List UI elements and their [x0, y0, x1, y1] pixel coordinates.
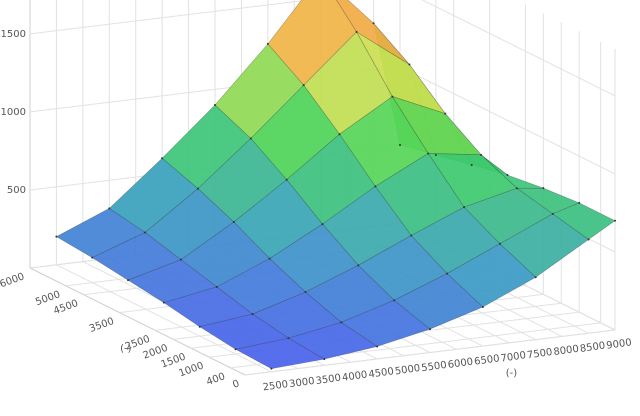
surface-vertex: [408, 63, 411, 66]
y-tick-label: 400: [205, 371, 227, 388]
surface-vertex: [551, 212, 554, 215]
surface-vertex: [285, 178, 288, 181]
surface-vertex: [427, 152, 430, 155]
x-tick-label: 4500: [368, 366, 395, 380]
y-tick-label: 6000: [0, 271, 26, 290]
surface-vertex: [410, 234, 413, 237]
surface-vertex: [266, 42, 269, 45]
surface-vertex: [162, 301, 165, 304]
surface-vertex: [214, 104, 216, 106]
surface-vertex: [374, 185, 377, 188]
surface-vertex: [429, 328, 431, 331]
x-tick-label: 6000: [447, 357, 474, 371]
surface-vertex: [161, 157, 164, 160]
x-tick-label: 3500: [315, 373, 342, 387]
surface-vertex: [215, 285, 218, 288]
surface-vertex: [515, 187, 518, 190]
y-tick-label: 0: [231, 378, 241, 391]
surface-vertex: [323, 358, 326, 361]
surface-vertex: [446, 272, 449, 275]
surface-vertex: [127, 279, 130, 282]
surface-vertex: [434, 153, 437, 156]
surface-vertex: [198, 325, 201, 328]
surface-vertex: [108, 207, 111, 210]
z-tick-label: 1500: [1, 29, 26, 40]
grid-line: [421, 0, 616, 97]
surface-vertex: [391, 95, 394, 98]
surface-vertex: [614, 219, 616, 222]
surface-vertex: [587, 238, 590, 241]
surface-vertex: [268, 257, 271, 260]
z-tick-label: 1000: [1, 107, 26, 118]
surface-vertex: [506, 174, 509, 177]
surface-vertex: [578, 201, 581, 204]
surface-vertex: [338, 133, 341, 136]
surface-vertex: [463, 206, 466, 209]
surface-vertex: [144, 231, 147, 234]
surface-vertex: [355, 30, 358, 33]
surface-vertex: [304, 291, 307, 294]
surface-vertex: [498, 242, 501, 245]
x-tick-label: 2500: [262, 379, 289, 393]
x-tick-label: 9000: [606, 337, 633, 351]
x-tick-label: 4000: [341, 369, 368, 383]
surface-patch: [267, 0, 357, 86]
surface-vertex: [470, 164, 473, 166]
x-tick-label: 7000: [500, 350, 527, 364]
surface-vertex: [196, 187, 199, 190]
grid-line: [29, 0, 313, 35]
x-tick-label: 3000: [289, 376, 316, 390]
surface-vertex: [357, 264, 360, 267]
surface-vertex: [372, 22, 375, 25]
surface-vertex: [302, 84, 305, 87]
grid-line: [244, 329, 616, 376]
x-tick-label: 8500: [579, 340, 606, 354]
x-axis-label: (-): [506, 368, 518, 379]
grid-line: [399, 66, 616, 175]
surface-vertex: [91, 256, 94, 259]
surface-vertex: [399, 143, 401, 146]
surface-vertex: [340, 321, 343, 324]
surface-vertex: [234, 348, 237, 351]
surface-vertex: [542, 187, 545, 190]
surface-vertex: [321, 223, 324, 226]
surface-vertex: [480, 153, 483, 156]
surface-vertex: [287, 337, 290, 340]
surface-vertex: [534, 276, 537, 279]
surface-vertex: [249, 137, 252, 140]
surface-vertex: [444, 112, 447, 115]
surface-vertex: [55, 235, 58, 238]
surface-vertex: [251, 313, 254, 316]
surface-vertex: [481, 306, 484, 309]
z-tick-label: 500: [7, 185, 26, 196]
x-tick-label: 6500: [474, 353, 501, 367]
y-tick-label: 3500: [88, 316, 116, 335]
x-tick-label: 7500: [526, 347, 553, 361]
y-axis-label: (-): [120, 344, 132, 355]
x-tick-label: 8000: [553, 344, 580, 358]
x-tick-label: 5000: [394, 363, 421, 377]
surface-vertex: [270, 367, 273, 370]
x-tick-label: 5500: [421, 360, 448, 374]
surface-vertex: [393, 299, 396, 302]
surface-vertex: [179, 258, 182, 261]
surface-vertex: [376, 345, 379, 348]
surface-vertex: [232, 221, 235, 224]
